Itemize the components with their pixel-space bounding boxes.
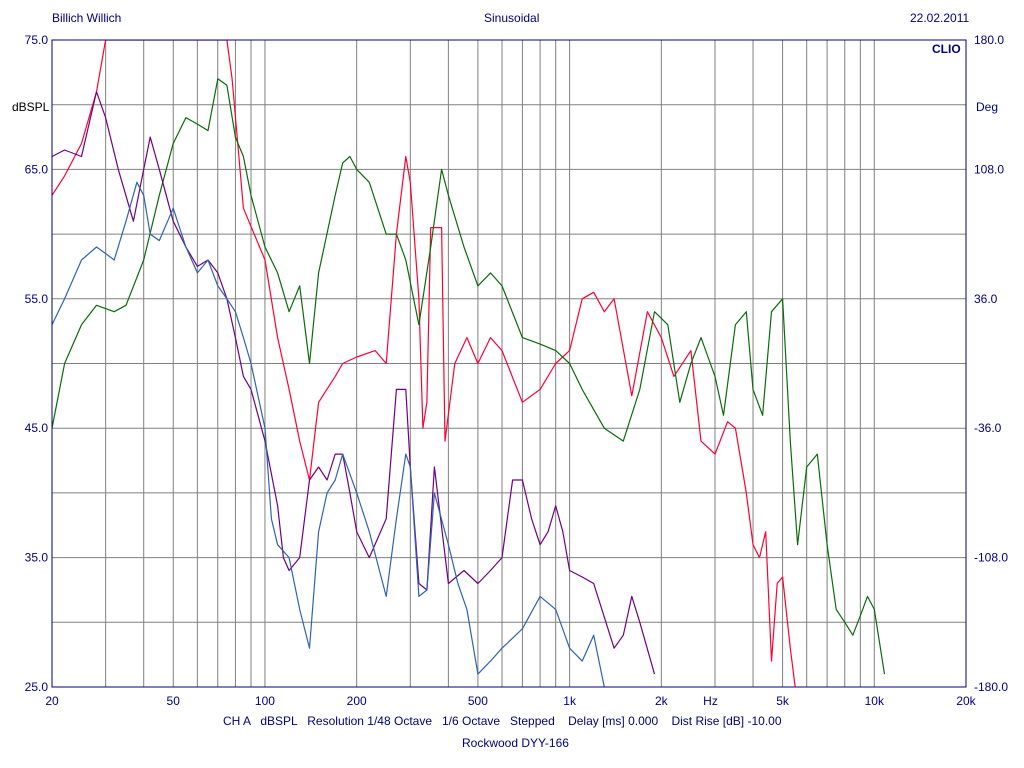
y-left-axis-label: dBSPL [12,100,50,114]
header-date: 22.02.2011 [910,11,970,25]
x-tick-label: 5k [776,694,790,708]
y-right-tick-label: 108.0 [974,162,1004,176]
y-right-tick-label: 36.0 [974,292,998,306]
header-company: Billich Willich [52,11,122,25]
x-tick-label: 10k [865,694,885,708]
y-right-axis-label: Deg [976,100,999,114]
y-left-tick-label: 45.0 [25,421,49,435]
x-tick-label: Hz [703,694,718,708]
y-left-tick-label: 75.0 [25,33,49,47]
footer-settings: CH A dBSPL Resolution 1/48 Octave 1/6 Oc… [223,714,782,728]
y-left-tick-label: 55.0 [25,292,49,306]
series-line-blue [52,181,605,687]
header-mode: Sinusoidal [484,11,540,25]
x-tick-label: 500 [468,694,488,708]
y-left-tick-label: 65.0 [25,162,49,176]
plot-frame [51,39,967,688]
y-right-tick-label: -108.0 [974,551,1008,565]
axis-labels: 20 50 100 200 500 1k 2k Hz 5k 10k 20k 25.0 35.0 45.0 5… [25,33,1009,708]
y-left-tick-label: 35.0 [25,551,49,565]
y-right-tick-label: 180.0 [974,33,1004,47]
x-tick-label: 2k [655,694,669,708]
x-tick-label: 200 [347,694,367,708]
x-tick-label: 50 [167,694,181,708]
y-left-tick-label: 25.0 [25,680,49,694]
footer-title: Rockwood DYY-166 [462,736,569,750]
series-line-purple [52,91,656,675]
y-right-tick-label: -180.0 [974,680,1008,694]
x-tick-label: 20k [956,694,976,708]
x-tick-label: 1k [563,694,577,708]
y-right-tick-label: -36.0 [974,421,1002,435]
clio-logo: CLIO [932,42,961,56]
series-line-red [52,40,796,687]
x-tick-label: 100 [255,694,275,708]
series-line-green [52,78,886,675]
x-tick-label: 20 [45,694,59,708]
series-layer [52,40,886,687]
